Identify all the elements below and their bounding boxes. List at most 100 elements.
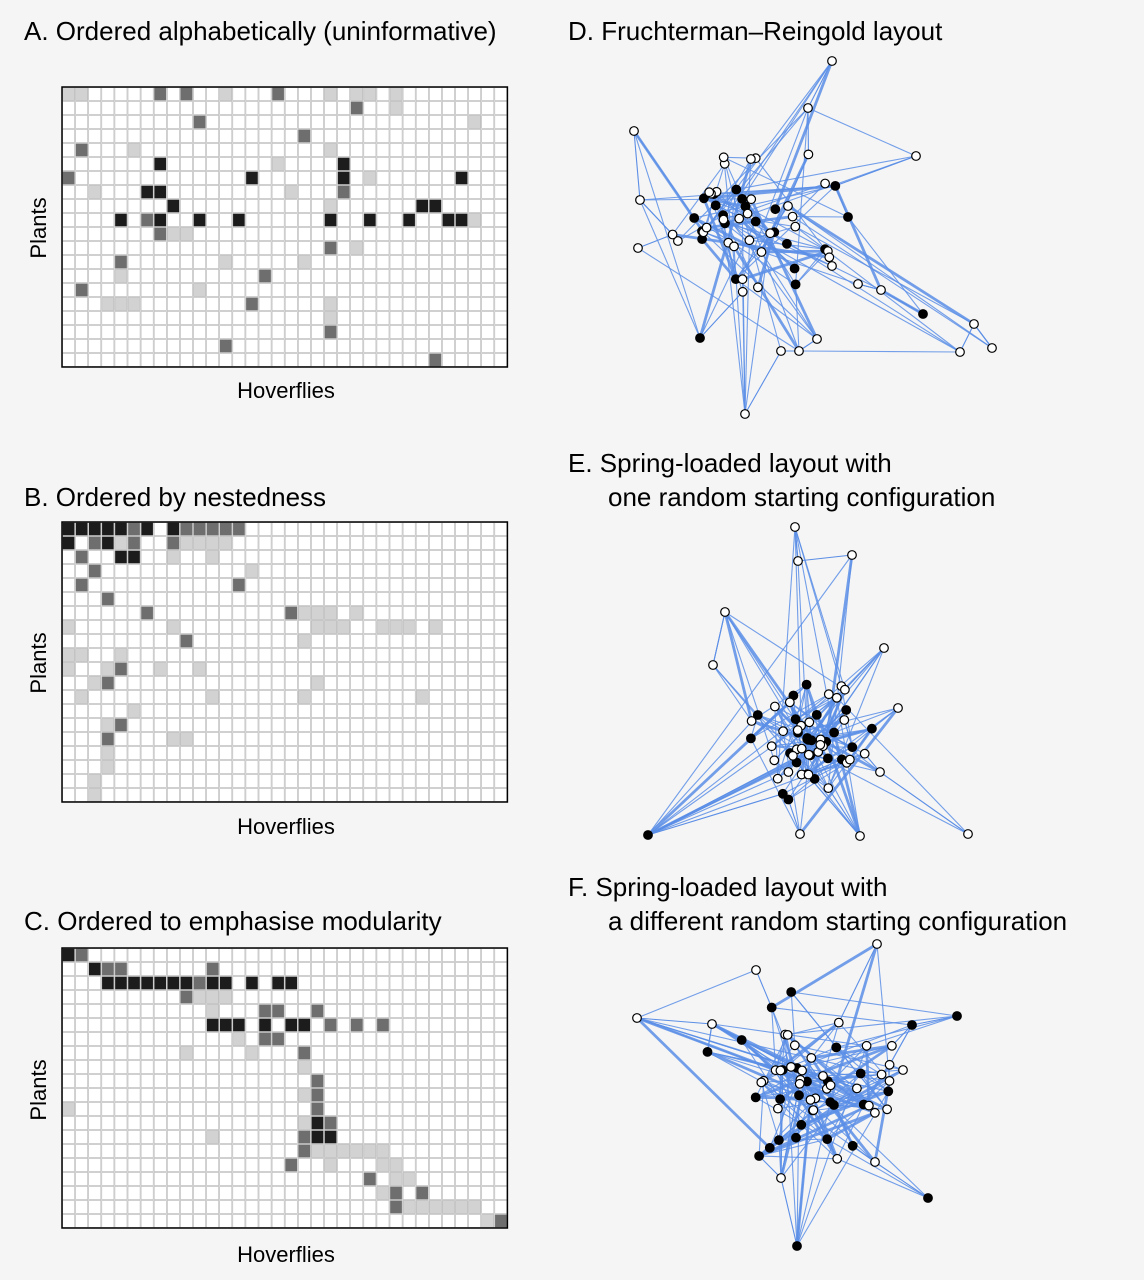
matrix-cell xyxy=(442,101,455,115)
hoverfly-node xyxy=(729,241,739,252)
matrix-cell xyxy=(88,87,102,101)
matrix-cell xyxy=(127,662,141,676)
plant-node xyxy=(918,309,928,319)
matrix-cell xyxy=(481,1004,495,1018)
matrix-cell xyxy=(324,87,337,101)
matrix-cell xyxy=(180,1144,193,1158)
matrix-cell xyxy=(193,297,206,311)
matrix-cell xyxy=(180,171,193,185)
network-edge xyxy=(736,155,917,190)
network-edge xyxy=(724,611,775,761)
matrix-cell xyxy=(88,962,102,976)
matrix-cell xyxy=(324,171,337,185)
matrix-cell xyxy=(88,199,102,213)
matrix-cell xyxy=(455,962,468,976)
matrix-cell xyxy=(271,1074,285,1088)
matrix-cell xyxy=(297,339,311,353)
matrix-cell xyxy=(389,1004,403,1018)
matrix-cell xyxy=(180,1130,193,1144)
matrix-cell xyxy=(428,1214,442,1228)
matrix-cell xyxy=(114,171,128,185)
matrix-cell xyxy=(481,353,495,367)
matrix-cell xyxy=(376,788,390,802)
network-edge xyxy=(828,943,879,1103)
matrix-cell xyxy=(140,325,154,339)
matrix-cell xyxy=(193,1004,206,1018)
matrix-cell xyxy=(167,1074,180,1088)
panel-d-title: D. Fruchterman–Reingold layout xyxy=(568,16,943,46)
matrix-cell xyxy=(114,620,128,634)
matrix-cell xyxy=(284,241,298,255)
matrix-cell xyxy=(258,962,272,976)
matrix-cell xyxy=(88,578,102,592)
matrix-cell xyxy=(153,1102,167,1116)
matrix-cell xyxy=(271,1130,285,1144)
matrix-cell xyxy=(455,1018,468,1032)
matrix-cell xyxy=(180,101,193,115)
matrix-cell xyxy=(468,550,482,564)
hoverfly-node xyxy=(790,221,801,232)
matrix-cell xyxy=(376,620,390,634)
matrix-cell xyxy=(193,976,206,990)
matrix-cell xyxy=(114,774,128,788)
matrix-cell xyxy=(350,311,364,325)
matrix-cell xyxy=(468,990,482,1004)
matrix-cell xyxy=(442,283,455,297)
matrix-cell xyxy=(442,1200,455,1214)
matrix-cell xyxy=(127,325,141,339)
matrix-cell xyxy=(140,990,154,1004)
matrix-cell xyxy=(75,1088,88,1102)
matrix-cell xyxy=(376,339,390,353)
matrix-cell xyxy=(428,704,442,718)
matrix-cell xyxy=(62,1186,75,1200)
matrix-cell xyxy=(206,718,220,732)
matrix-cell xyxy=(350,1158,364,1172)
matrix-cell xyxy=(402,1004,416,1018)
matrix-cell xyxy=(494,227,508,241)
plant-node xyxy=(791,1132,801,1143)
matrix-cell xyxy=(494,564,508,578)
matrix-cell xyxy=(114,1158,128,1172)
matrix-cell xyxy=(245,1116,259,1130)
matrix-cell xyxy=(101,297,115,311)
matrix-cell xyxy=(101,718,115,732)
matrix-cell xyxy=(455,353,468,367)
matrix-cell xyxy=(88,311,102,325)
matrix-cell xyxy=(481,718,495,732)
matrix-cell xyxy=(62,1088,75,1102)
matrix-cell xyxy=(245,1088,259,1102)
matrix-cell xyxy=(324,325,337,339)
panel-b-title: B. Ordered by nestedness xyxy=(24,482,326,512)
matrix-cell xyxy=(376,1172,390,1186)
matrix-cell xyxy=(402,101,416,115)
matrix-cell xyxy=(428,732,442,746)
matrix-cell xyxy=(206,339,220,353)
matrix-cell xyxy=(389,325,403,339)
hoverfly-node xyxy=(832,1153,843,1164)
matrix-cell xyxy=(376,1074,390,1088)
matrix-cell xyxy=(62,620,75,634)
network-edge xyxy=(791,991,958,1017)
matrix-cell xyxy=(350,143,364,157)
matrix-cell xyxy=(311,578,324,592)
matrix-cell xyxy=(402,536,416,550)
matrix-cell xyxy=(376,564,390,578)
matrix-cell xyxy=(428,578,442,592)
matrix-cell xyxy=(455,297,468,311)
matrix-cell xyxy=(206,87,220,101)
matrix-cell xyxy=(127,185,141,199)
matrix-cell xyxy=(114,1046,128,1060)
matrix-cell xyxy=(402,283,416,297)
network-edge xyxy=(636,1017,882,1075)
matrix-cell xyxy=(180,199,193,213)
matrix-cell xyxy=(389,1172,403,1186)
matrix-cell xyxy=(75,353,88,367)
matrix-cell xyxy=(428,718,442,732)
matrix-cell xyxy=(75,101,88,115)
matrix-cell xyxy=(153,550,167,564)
matrix-cell xyxy=(75,522,88,536)
matrix-cell xyxy=(311,788,324,802)
matrix-cell xyxy=(167,1144,180,1158)
matrix-cell xyxy=(376,143,390,157)
hoverfly-node xyxy=(793,556,803,566)
